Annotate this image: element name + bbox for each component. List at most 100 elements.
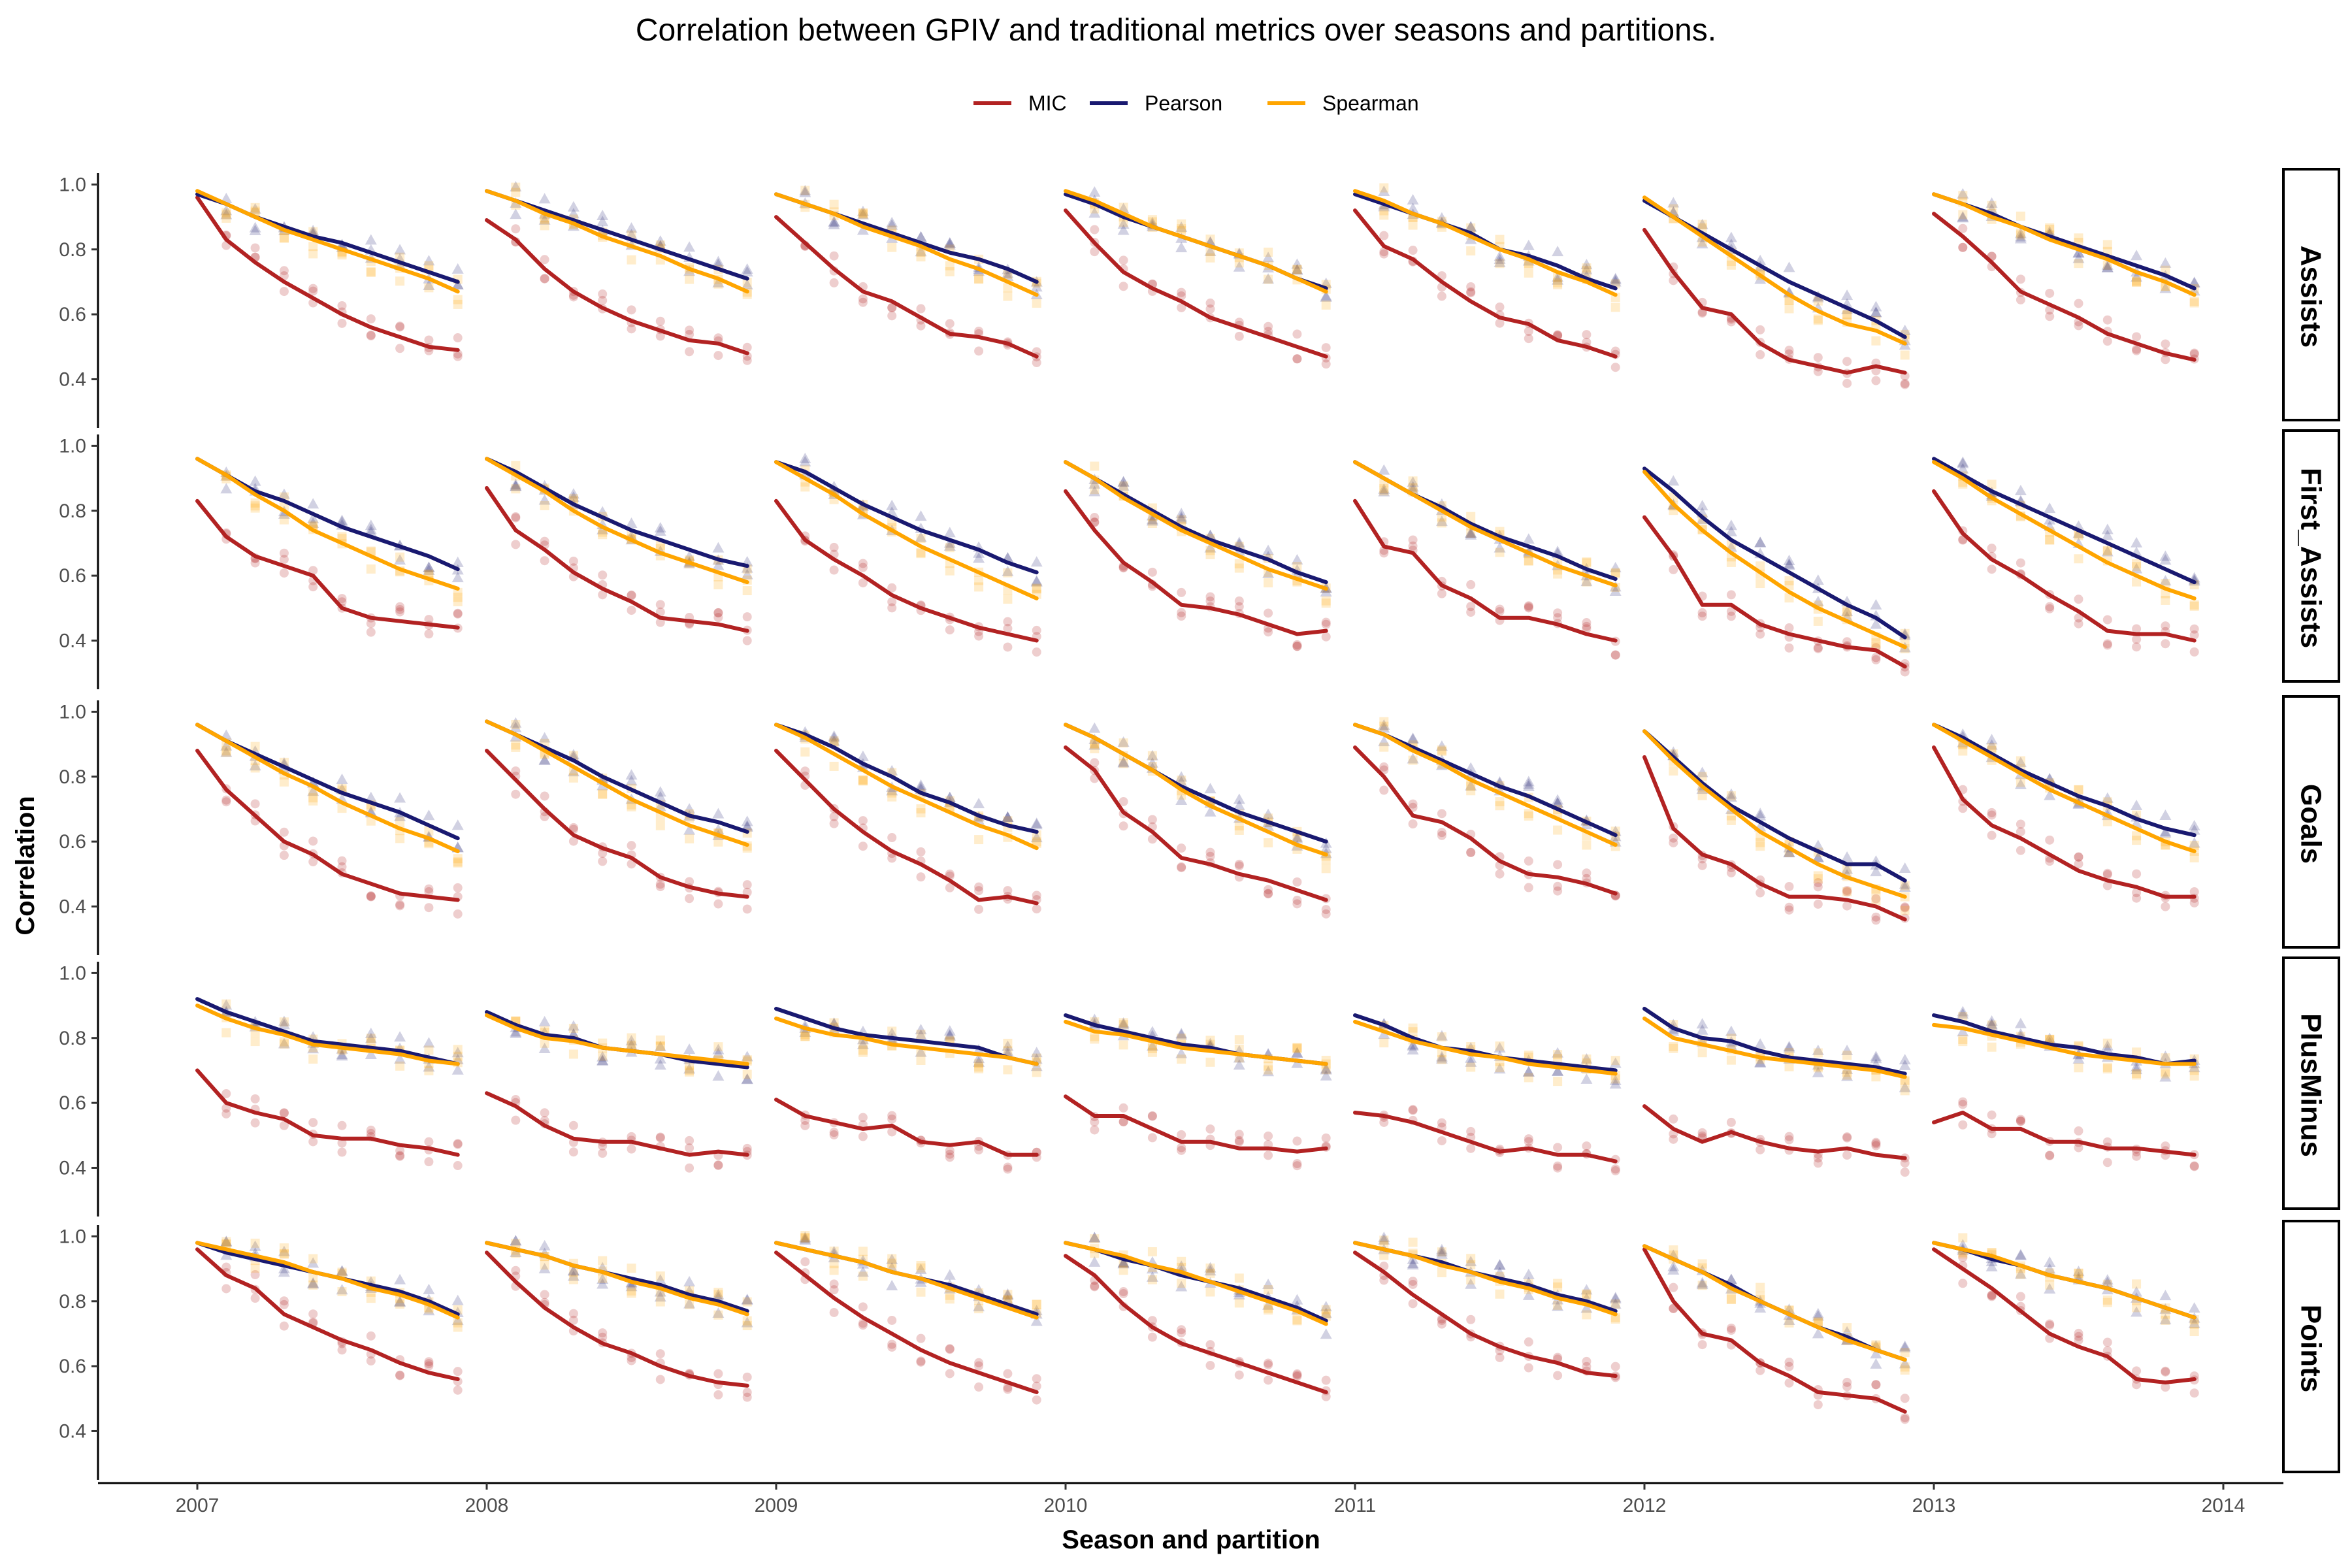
point-mic	[453, 1139, 463, 1149]
point-mic	[337, 862, 347, 872]
point-mic	[2161, 1366, 2170, 1376]
point-spearman	[1669, 1043, 1678, 1053]
y-tick-label-assists-1: 0.6	[59, 304, 86, 325]
y-tick-label-goals-0: 0.4	[59, 896, 86, 917]
point-pearson	[1870, 1051, 1882, 1062]
point-mic	[1292, 640, 1302, 649]
point-spearman	[1292, 1044, 1302, 1054]
x-tick-label-2011: 2011	[1334, 1495, 1377, 1516]
point-mic	[1205, 847, 1215, 857]
point-mic	[1003, 642, 1013, 652]
point-pearson	[1175, 221, 1188, 233]
point-pearson	[1870, 598, 1882, 610]
point-spearman	[1842, 1323, 1852, 1333]
point-spearman	[1524, 556, 1533, 566]
point-spearman	[337, 1269, 347, 1279]
strip-label-plusminus: PlusMinus	[2295, 1013, 2327, 1157]
point-spearman	[916, 804, 926, 814]
point-mic	[366, 331, 376, 341]
point-spearman	[685, 274, 694, 284]
point-pearson	[307, 1043, 319, 1054]
point-mic	[800, 1257, 810, 1267]
point-mic	[1003, 1164, 1013, 1174]
point-pearson	[1320, 1328, 1332, 1339]
point-spearman	[1553, 1282, 1563, 1292]
point-pearson	[1435, 1248, 1448, 1259]
point-spearman	[1842, 887, 1852, 896]
point-pearson	[1494, 542, 1506, 553]
point-pearson	[683, 803, 696, 814]
point-mic	[1784, 1358, 1794, 1367]
series-line-mic-2012	[1642, 1104, 1907, 1160]
point-mic	[598, 848, 608, 858]
point-pearson	[423, 1061, 435, 1072]
point-pearson	[2159, 282, 2172, 293]
point-spearman	[2045, 535, 2055, 545]
point-mic	[1466, 288, 1476, 298]
y-tick-label-goals-1: 0.6	[59, 831, 86, 853]
point-pearson	[1002, 267, 1014, 278]
point-mic	[1842, 357, 1852, 367]
series-line-mic-2012	[1642, 227, 1907, 375]
point-pearson	[1262, 820, 1275, 831]
point-mic	[598, 289, 608, 299]
point-mic	[1321, 905, 1331, 915]
point-mic	[713, 613, 723, 623]
point-mic	[1292, 1371, 1302, 1381]
point-mic	[453, 1367, 463, 1377]
point-mic	[887, 1111, 897, 1120]
series-line-mic-2010	[1064, 1094, 1328, 1154]
point-mic	[1756, 629, 1765, 639]
series-line-mic-2011	[1353, 745, 1618, 896]
point-spearman	[916, 1263, 926, 1273]
point-pearson	[1002, 811, 1014, 822]
series-line-spearman-2013	[1932, 1022, 2197, 1066]
point-pearson	[1754, 1057, 1767, 1068]
point-mic	[337, 301, 347, 310]
y-tick-label-assists-2: 0.8	[59, 239, 86, 261]
point-pearson	[799, 1234, 811, 1245]
series-line-spearman-2013	[1932, 1241, 2197, 1320]
point-spearman	[1582, 1054, 1592, 1064]
series-line-mic-2008	[485, 749, 749, 899]
point-mic	[1871, 1380, 1881, 1390]
point-mic	[1408, 1299, 1418, 1309]
point-mic	[742, 904, 752, 914]
point-spearman	[1553, 825, 1563, 835]
point-mic	[511, 1094, 521, 1104]
point-pearson	[1117, 757, 1130, 768]
point-pearson	[828, 216, 840, 227]
point-mic	[1495, 318, 1505, 328]
point-spearman	[1842, 1070, 1852, 1080]
point-pearson	[1870, 1348, 1882, 1359]
point-mic	[250, 1294, 260, 1303]
point-pearson	[278, 1262, 290, 1273]
series-line-mic-2007	[195, 749, 460, 902]
point-mic	[279, 568, 289, 578]
point-mic	[2102, 640, 2112, 650]
point-spearman	[511, 461, 521, 470]
point-spearman	[1784, 1062, 1794, 1071]
point-pearson	[2101, 1277, 2114, 1288]
point-mic	[2074, 613, 2083, 623]
point-pearson	[2044, 502, 2056, 514]
point-mic	[453, 909, 463, 919]
point-spearman	[800, 186, 810, 195]
point-mic	[1466, 282, 1476, 292]
point-spearman	[1379, 1250, 1389, 1260]
point-mic	[1958, 223, 1968, 233]
point-pearson	[712, 1043, 725, 1054]
point-pearson	[538, 494, 551, 505]
point-mic	[598, 857, 608, 866]
point-spearman	[829, 761, 839, 771]
point-mic	[1610, 1166, 1620, 1176]
point-spearman	[1813, 871, 1823, 881]
point-mic	[1177, 863, 1186, 873]
point-mic	[1408, 1279, 1418, 1289]
point-pearson	[538, 1015, 551, 1026]
point-mic	[742, 880, 752, 890]
point-pearson	[2101, 1043, 2114, 1054]
point-mic	[366, 330, 376, 340]
point-pearson	[1407, 476, 1419, 487]
